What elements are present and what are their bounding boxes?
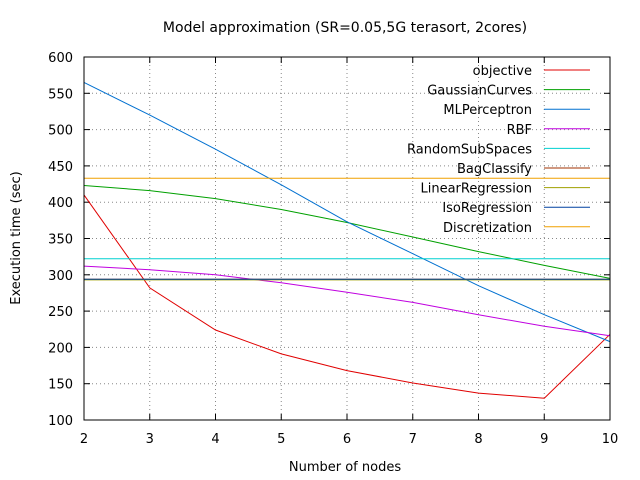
y-tick-label: 400 (48, 196, 73, 211)
x-tick-label: 3 (146, 432, 154, 447)
chart-title: Model approximation (SR=0.05,5G terasort… (163, 20, 527, 36)
y-tick-label: 600 (48, 51, 73, 66)
legend-label: BagClassify (457, 162, 532, 177)
x-axis-label: Number of nodes (289, 460, 401, 475)
series-lines (83, 81, 611, 399)
y-tick-label: 200 (48, 341, 73, 356)
y-tick-label: 150 (48, 378, 73, 393)
x-tick-label: 8 (474, 432, 482, 447)
series-line-objective (83, 194, 611, 399)
legend-label: RandomSubSpaces (407, 142, 532, 157)
legend-label: GaussianCurves (427, 84, 532, 99)
y-tick-label: 300 (48, 269, 73, 284)
x-tick-label: 7 (409, 432, 417, 447)
y-axis-label: Execution time (sec) (9, 171, 24, 305)
x-tick-label: 10 (602, 432, 619, 447)
axis-ticks: 2 3 4 5 6 7 8 9 10 100 150 200 250 300 350 400 450 500 550… (48, 51, 618, 447)
y-tick-label: 550 (48, 87, 73, 102)
y-tick-label: 100 (48, 414, 73, 429)
plot-frame (83, 56, 611, 421)
x-tick-label: 6 (343, 432, 351, 447)
series-line-rbf (83, 265, 611, 337)
x-tick-label: 2 (80, 432, 88, 447)
legend-label: IsoRegression (442, 201, 532, 216)
y-tick-label: 250 (48, 305, 73, 320)
series-line-mlperceptron (83, 81, 611, 343)
grid (84, 57, 610, 420)
x-tick-label: 4 (211, 432, 219, 447)
legend: objective GaussianCurves MLPerceptron RBF Ra… (407, 64, 590, 236)
legend-label: Discretization (443, 221, 532, 236)
x-tick-label: 5 (277, 432, 285, 447)
legend-label: objective (473, 64, 532, 79)
series-line-gaussiancurves (83, 185, 611, 279)
y-tick-label: 350 (48, 233, 73, 248)
legend-label: MLPerceptron (443, 103, 532, 118)
y-tick-label: 450 (48, 160, 73, 175)
legend-label: LinearRegression (420, 182, 532, 197)
legend-label: RBF (507, 123, 532, 138)
x-tick-label: 9 (540, 432, 548, 447)
y-tick-label: 500 (48, 124, 73, 139)
